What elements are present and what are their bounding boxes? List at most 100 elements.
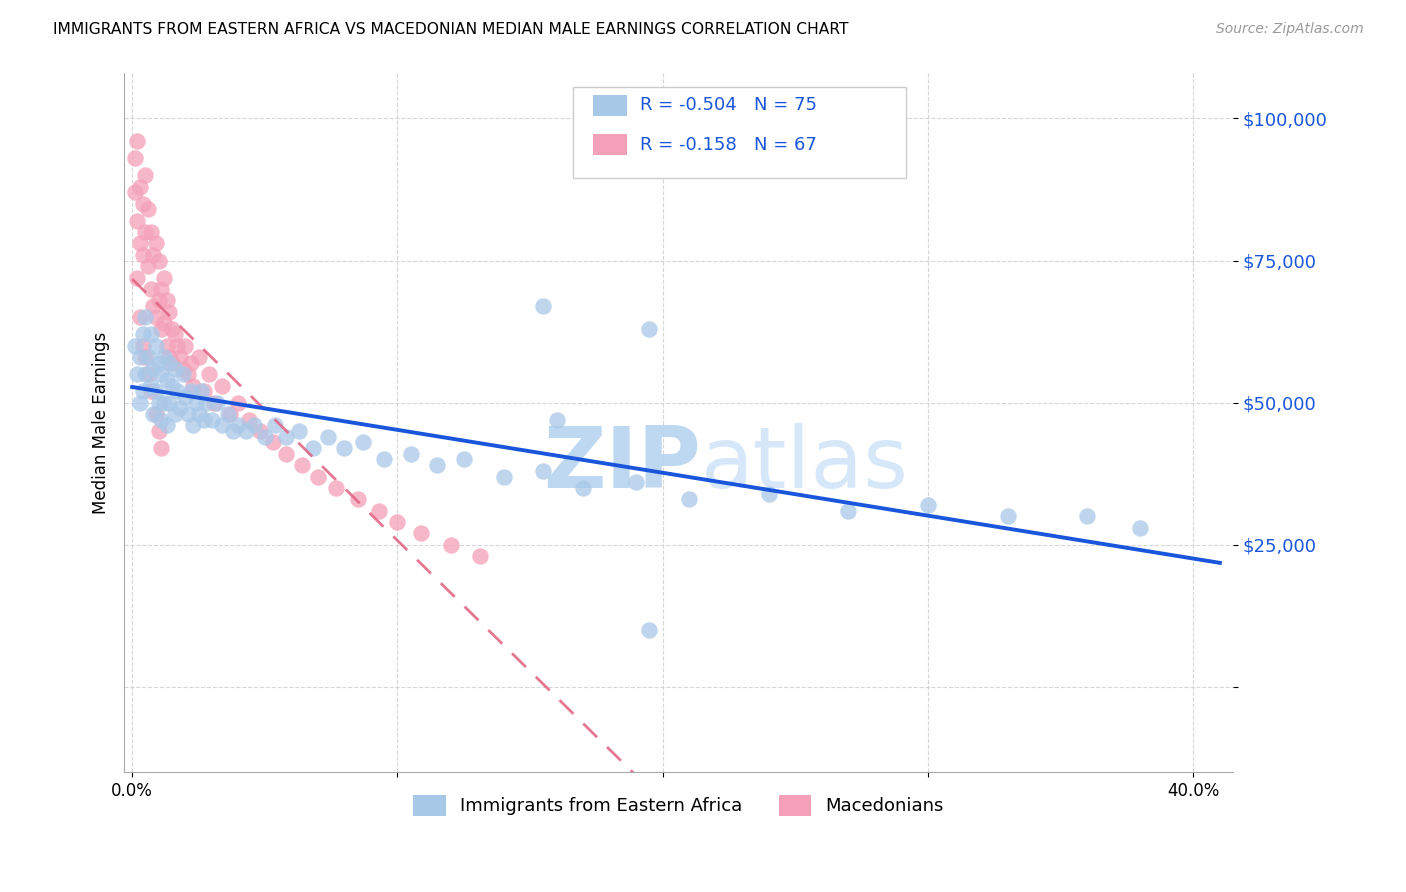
Point (124, 151, 146, 165)
Point (837, 503, 859, 517)
Point (129, 236, 152, 251)
Point (193, 412, 215, 426)
Point (142, 407, 165, 421)
Point (153, 270, 176, 285)
Point (205, 395, 228, 409)
Point (139, 225, 162, 239)
Point (187, 407, 209, 421)
Point (211, 418, 233, 433)
Point (163, 327, 186, 342)
Point (150, 282, 173, 296)
FancyBboxPatch shape (593, 95, 627, 116)
Point (145, 310, 167, 325)
Point (172, 361, 194, 376)
Point (325, 481, 347, 495)
Point (174, 390, 197, 404)
Point (352, 435, 374, 450)
Point (139, 384, 162, 399)
Point (222, 424, 245, 438)
Point (157, 304, 180, 318)
Point (318, 430, 340, 444)
Point (132, 327, 155, 342)
Point (139, 378, 162, 392)
Point (166, 384, 188, 399)
Point (253, 430, 276, 444)
Point (638, 623, 661, 637)
Point (204, 395, 226, 409)
Point (160, 378, 183, 392)
Point (181, 378, 204, 392)
FancyBboxPatch shape (593, 135, 627, 155)
FancyBboxPatch shape (574, 87, 905, 178)
Point (198, 368, 221, 382)
Point (193, 384, 215, 399)
Point (177, 368, 200, 382)
Point (156, 418, 179, 433)
Point (148, 253, 170, 268)
Point (148, 424, 170, 438)
Point (139, 327, 162, 342)
Point (134, 350, 156, 364)
Point (150, 322, 173, 336)
Point (262, 435, 284, 450)
Point (190, 384, 212, 399)
Text: Source: ZipAtlas.com: Source: ZipAtlas.com (1216, 22, 1364, 37)
Point (249, 424, 271, 438)
Point (132, 339, 155, 353)
Text: ZIP: ZIP (543, 423, 700, 506)
Point (134, 368, 156, 382)
Point (129, 310, 152, 325)
Point (127, 368, 149, 382)
Point (148, 356, 170, 370)
Point (211, 378, 233, 392)
Point (169, 350, 191, 364)
Point (195, 395, 218, 409)
Point (301, 441, 323, 455)
Point (136, 202, 159, 217)
Point (163, 407, 186, 421)
Point (129, 395, 152, 409)
Point (468, 549, 491, 563)
Point (142, 248, 165, 262)
Point (217, 407, 239, 421)
Point (132, 248, 155, 262)
Point (180, 356, 202, 370)
Point (174, 339, 197, 353)
Point (243, 418, 266, 433)
Text: IMMIGRANTS FROM EASTERN AFRICA VS MACEDONIAN MEDIAN MALE EARNINGS CORRELATION CH: IMMIGRANTS FROM EASTERN AFRICA VS MACEDO… (53, 22, 849, 37)
Point (1076, 509, 1098, 524)
Point (153, 350, 176, 364)
Point (531, 299, 554, 313)
Point (238, 412, 260, 426)
Text: atlas: atlas (700, 423, 908, 506)
Point (150, 441, 173, 455)
Point (145, 384, 167, 399)
Point (177, 407, 200, 421)
Point (136, 350, 159, 364)
Point (439, 538, 461, 552)
Text: R = -0.504   N = 75: R = -0.504 N = 75 (640, 96, 817, 114)
Point (288, 424, 311, 438)
Point (226, 418, 249, 433)
Point (226, 395, 249, 409)
Legend: Immigrants from Eastern Africa, Macedonians: Immigrants from Eastern Africa, Macedoni… (405, 786, 953, 824)
Point (180, 384, 202, 399)
Point (150, 412, 173, 426)
Point (387, 515, 409, 529)
Point (145, 407, 167, 421)
Point (148, 395, 170, 409)
Point (758, 486, 780, 500)
Point (235, 424, 257, 438)
Point (150, 368, 173, 382)
Point (274, 447, 297, 461)
Point (453, 452, 475, 467)
Point (134, 310, 156, 325)
Point (148, 293, 170, 308)
Point (156, 373, 179, 387)
Point (626, 475, 648, 490)
Point (219, 407, 242, 421)
Point (132, 384, 155, 399)
Point (129, 179, 152, 194)
Point (156, 293, 179, 308)
Point (1129, 521, 1152, 535)
